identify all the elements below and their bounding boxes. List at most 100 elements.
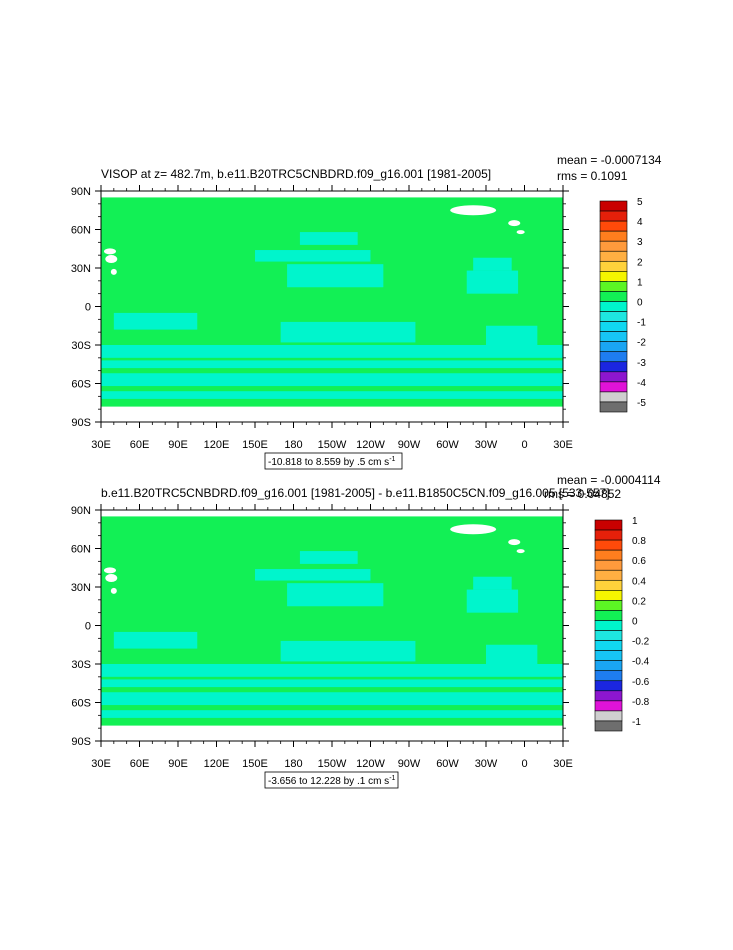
x-tick-label: 150E — [242, 758, 268, 770]
x-tick-label: 60W — [436, 758, 459, 770]
colorbar-box — [594, 529, 623, 541]
colorbar-label: 0.8 — [632, 536, 646, 547]
panel-visop-total: VISOP at z= 482.7m, b.e11.B20TRC5CNBDRD.… — [71, 153, 662, 470]
colorbar-box — [599, 301, 628, 312]
x-tick-label: 30E — [91, 439, 111, 451]
colorbar-box — [599, 311, 628, 322]
field-band — [486, 325, 538, 345]
y-tick-label: 90N — [71, 186, 91, 198]
colorbar-box — [594, 690, 623, 702]
colorbar-box — [594, 640, 623, 651]
colorbar-box — [599, 361, 628, 373]
y-tick-label: 60S — [71, 379, 91, 391]
field-band — [255, 569, 371, 581]
x-tick-label: 60E — [130, 758, 150, 770]
colorbar-label: 4 — [637, 217, 643, 228]
info-box-frame — [264, 771, 399, 789]
colorbar-box — [594, 559, 623, 571]
y-tick-label: 30N — [71, 263, 91, 275]
field-band — [101, 391, 563, 399]
map-plot-area — [101, 191, 563, 422]
colorbar-box — [594, 630, 623, 641]
field-band — [113, 631, 198, 649]
colorbar-box — [599, 210, 628, 222]
caspian-nodata — [105, 255, 118, 264]
colorbar-box — [599, 391, 628, 403]
colorbar-box — [599, 220, 628, 232]
field-band — [101, 373, 563, 387]
colorbar-box — [599, 351, 628, 363]
info-box: -10.818 to 8.559 by .5 cm s-1 — [264, 452, 403, 470]
iceland-nodata — [508, 539, 521, 546]
field-band — [255, 250, 371, 262]
info-box-text: -3.656 to 12.228 by .1 cm s-1 — [268, 775, 396, 787]
field-band — [299, 551, 358, 564]
colorbar-label: 0 — [632, 616, 638, 627]
stat-rms: rms = 0.1091 — [557, 169, 628, 183]
x-tick-label: 120E — [204, 758, 230, 770]
greenland-nodata — [450, 205, 497, 216]
field-band — [280, 640, 416, 662]
field-band — [101, 710, 563, 718]
colorbar-label: 0.2 — [632, 596, 646, 607]
colorbar-label: -1 — [632, 717, 641, 728]
x-tick-label: 180 — [284, 758, 302, 770]
colorbar-box — [599, 230, 628, 242]
greenland-nodata — [450, 524, 497, 535]
field-band — [101, 692, 563, 706]
colorbar-label: -2 — [637, 338, 646, 349]
y-tick-label: 90S — [71, 417, 91, 429]
field-band — [101, 679, 563, 688]
colorbar-box — [599, 331, 628, 342]
colorbar-box — [599, 271, 628, 282]
x-tick-label: 60W — [436, 439, 459, 451]
colorbar-box — [599, 260, 628, 272]
field-band — [101, 345, 563, 358]
colorbar-label: 0.4 — [632, 576, 646, 587]
y-tick-label: 60N — [71, 544, 91, 556]
y-tick-label: 90N — [71, 505, 91, 517]
colorbar-box — [594, 519, 623, 531]
x-tick-label: 30W — [475, 758, 498, 770]
x-tick-label: 120W — [356, 439, 385, 451]
colorbar-box — [594, 539, 623, 551]
scandinavia-nodata — [516, 230, 525, 235]
colorbar-box — [599, 381, 628, 393]
info-box-text: -10.818 to 8.559 by .5 cm s-1 — [268, 456, 396, 468]
red-sea-nodata — [110, 587, 117, 594]
x-tick-label: 120E — [204, 439, 230, 451]
colorbar-box — [594, 569, 623, 581]
colorbar: 5 4 3 2 1 0 -1 -2 -3 -4 -5 — [599, 197, 646, 413]
colorbar-label: -0.4 — [632, 657, 650, 668]
colorbar-box — [599, 200, 628, 212]
colorbar-box — [594, 549, 623, 561]
colorbar-box — [594, 670, 623, 682]
x-tick-label: 150W — [318, 758, 347, 770]
x-tick-label: 120W — [356, 758, 385, 770]
colorbar-label: 1 — [632, 516, 638, 527]
stat-rms: rms = 0.04852 — [544, 487, 621, 501]
panel-visop-difference: b.e11.B20TRC5CNBDRD.f09_g16.001 [1981-20… — [71, 473, 661, 789]
y-tick-label: 60N — [71, 225, 91, 237]
y-tick-label: 0 — [85, 302, 91, 314]
colorbar-box — [599, 341, 628, 353]
colorbar-label: -0.2 — [632, 637, 650, 648]
colorbar-box — [599, 371, 628, 383]
colorbar-box — [599, 321, 628, 332]
field-band — [473, 257, 512, 271]
colorbar-box — [594, 700, 623, 712]
colorbar-label: -4 — [637, 378, 646, 389]
red-sea-nodata — [110, 268, 117, 275]
x-tick-label: 90E — [168, 758, 188, 770]
colorbar-box — [599, 240, 628, 252]
field-band — [466, 589, 519, 613]
field-band — [486, 644, 538, 664]
field-band — [287, 264, 384, 288]
colorbar-label: 0.6 — [632, 556, 646, 567]
x-tick-label: 30E — [553, 439, 573, 451]
colorbar-label: 0 — [637, 297, 643, 308]
field-band — [299, 232, 358, 245]
map-plot-area — [101, 510, 563, 741]
y-tick-label: 90S — [71, 736, 91, 748]
x-tick-label: 90E — [168, 439, 188, 451]
